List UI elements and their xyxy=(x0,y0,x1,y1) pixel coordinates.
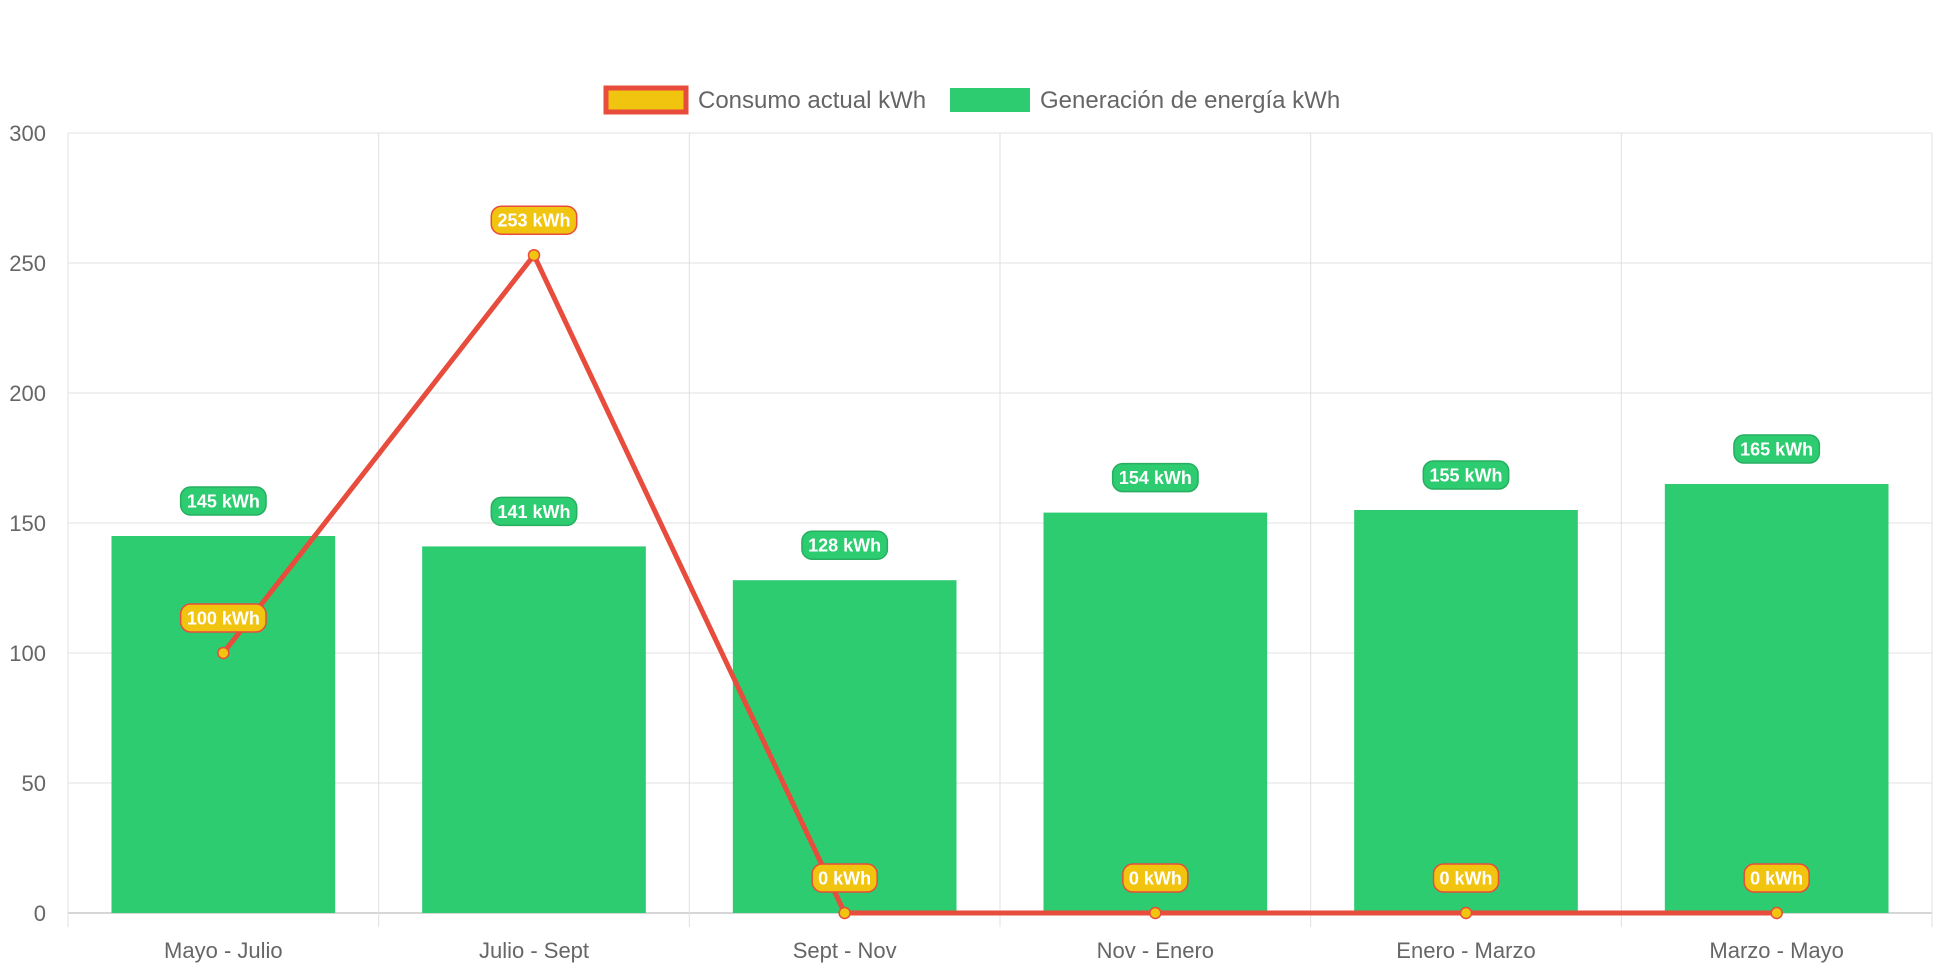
bar-value-label-bg xyxy=(801,530,889,560)
legend-swatch-generacion xyxy=(950,88,1030,112)
line-value-label-bg xyxy=(1743,863,1810,893)
x-tick-label: Mayo - Julio xyxy=(164,938,283,963)
line-point[interactable] xyxy=(1149,906,1162,920)
bar-value-label: 128 kWh xyxy=(801,530,889,560)
bar-value-label: 141 kWh xyxy=(490,496,578,527)
bar-value-label-text: 128 kWh xyxy=(808,536,881,556)
bar-value-label: 154 kWh xyxy=(1111,462,1199,493)
bar-value-label-text: 145 kWh xyxy=(187,492,260,512)
bar-value-label-bg xyxy=(1422,460,1510,490)
bar-value-label: 145 kWh xyxy=(179,486,267,516)
line-value-label: 0 kWh xyxy=(1122,863,1189,893)
line-value-label-text: 100 kWh xyxy=(187,609,260,629)
bar-value-label-text: 165 kWh xyxy=(1740,440,1813,460)
bar-series xyxy=(111,484,1889,913)
bar-value-label-bg xyxy=(179,486,267,516)
data-labels: 145 kWh 141 kWh 128 kWh 154 kWh 155 kWh 165 k… xyxy=(179,205,1821,893)
line-point[interactable] xyxy=(217,646,230,660)
line-point[interactable] xyxy=(1770,906,1783,920)
legend-item-generacion[interactable]: Generación de energía kWh xyxy=(950,87,1340,114)
line-value-label: 100 kWh xyxy=(179,603,267,633)
x-tick-label: Julio - Sept xyxy=(479,938,589,963)
y-tick-label: 100 xyxy=(9,641,46,666)
chart-grid xyxy=(67,132,1933,927)
chart-legend[interactable]: Consumo actual kWh Generación de energía … xyxy=(603,85,1340,115)
bar-value-label-text: 141 kWh xyxy=(497,502,570,522)
line-point[interactable] xyxy=(527,248,541,262)
line-series xyxy=(217,248,1783,920)
bar-value-label: 155 kWh xyxy=(1422,460,1510,490)
y-tick-label: 300 xyxy=(9,121,46,146)
y-tick-label: 0 xyxy=(34,901,46,926)
legend-label-consumo: Consumo actual kWh xyxy=(698,87,926,114)
bar-value-label: 165 kWh xyxy=(1733,434,1821,464)
bar[interactable] xyxy=(111,536,336,913)
line-value-label: 0 kWh xyxy=(1432,863,1500,893)
bar[interactable] xyxy=(732,580,957,913)
line-value-label-text: 0 kWh xyxy=(1439,869,1492,889)
line-value-label-bg xyxy=(1432,863,1500,893)
y-tick-label: 50 xyxy=(22,771,46,796)
bar[interactable] xyxy=(1354,510,1578,913)
line-value-label-bg xyxy=(490,205,578,235)
line-value-label-bg xyxy=(811,863,878,893)
line-point[interactable] xyxy=(1459,906,1473,920)
legend-item-consumo[interactable]: Consumo actual kWh xyxy=(603,85,926,115)
bar[interactable] xyxy=(1043,512,1268,913)
y-tick-label: 200 xyxy=(9,381,46,406)
chart-axes: 0 50 100 150 200 250 300 Mayo - Julio Julio - Se… xyxy=(9,121,1844,963)
bar[interactable] xyxy=(422,546,646,913)
line-value-label-text: 0 kWh xyxy=(1129,869,1182,889)
line-path xyxy=(221,250,1777,916)
line-value-label-text: 0 kWh xyxy=(818,869,871,889)
bar-value-label-bg xyxy=(1733,434,1821,464)
x-tick-label: Enero - Marzo xyxy=(1396,938,1535,963)
bar[interactable] xyxy=(1664,484,1889,913)
line-value-label-bg xyxy=(1122,863,1189,893)
bar-value-label-bg xyxy=(490,496,578,527)
y-tick-label: 250 xyxy=(9,251,46,276)
line-value-label-text: 253 kWh xyxy=(497,211,570,231)
line-value-label-bg xyxy=(179,603,267,633)
y-tick-label: 150 xyxy=(9,511,46,536)
line-value-label-text: 0 kWh xyxy=(1750,869,1803,889)
line-value-label: 0 kWh xyxy=(811,863,878,893)
legend-label-generacion: Generación de energía kWh xyxy=(1040,87,1340,114)
bar-value-label-bg xyxy=(1111,462,1199,493)
x-tick-label: Nov - Enero xyxy=(1097,938,1214,963)
bar-value-label-text: 154 kWh xyxy=(1119,468,1192,488)
line-point[interactable] xyxy=(838,906,851,920)
line-value-label: 253 kWh xyxy=(490,205,578,235)
line-value-label: 0 kWh xyxy=(1743,863,1810,893)
x-tick-label: Sept - Nov xyxy=(793,938,897,963)
legend-swatch-consumo xyxy=(603,85,689,115)
x-tick-label: Marzo - Mayo xyxy=(1709,938,1843,963)
bar-value-label-text: 155 kWh xyxy=(1429,466,1502,486)
